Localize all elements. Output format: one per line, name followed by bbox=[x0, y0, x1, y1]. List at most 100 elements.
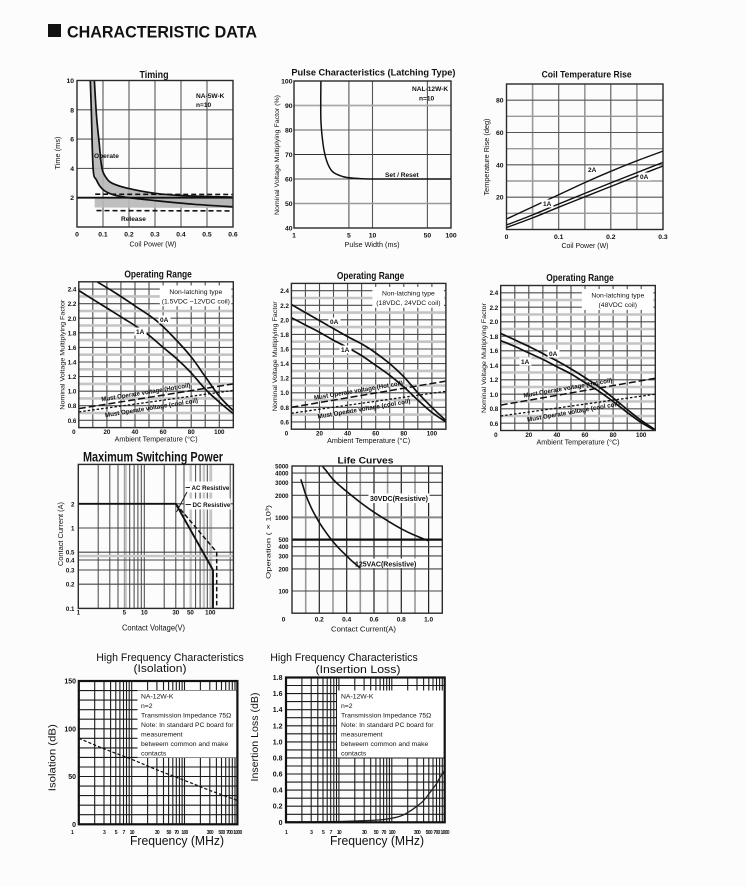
svg-text:10: 10 bbox=[337, 830, 342, 836]
svg-text:0.4: 0.4 bbox=[66, 558, 75, 565]
svg-text:Temperature Rise (deg): Temperature Rise (deg) bbox=[484, 119, 491, 196]
svg-text:0.5: 0.5 bbox=[66, 550, 75, 557]
svg-text:n=2: n=2 bbox=[341, 703, 353, 710]
svg-text:NA-12W-K: NA-12W-K bbox=[141, 694, 174, 701]
svg-text:60: 60 bbox=[496, 130, 504, 137]
svg-text:60: 60 bbox=[372, 431, 379, 438]
svg-text:Nominal Voltage Multiplying Fa: Nominal Voltage Multiplying Factor bbox=[481, 302, 488, 413]
svg-text:2.2: 2.2 bbox=[490, 305, 499, 312]
svg-text:Timing: Timing bbox=[140, 70, 169, 81]
svg-text:Frequency (MHz): Frequency (MHz) bbox=[130, 833, 224, 848]
svg-text:400: 400 bbox=[278, 545, 289, 551]
svg-text:1.4: 1.4 bbox=[273, 707, 283, 714]
svg-text:1.2: 1.2 bbox=[68, 374, 77, 381]
svg-text:100: 100 bbox=[389, 830, 396, 836]
svg-text:2.2: 2.2 bbox=[280, 303, 289, 310]
svg-text:Pulse Width (ms): Pulse Width (ms) bbox=[345, 240, 400, 249]
svg-text:0.2: 0.2 bbox=[273, 804, 283, 811]
svg-text:2: 2 bbox=[70, 195, 74, 202]
svg-text:(1.5VDC ~12VDC coil): (1.5VDC ~12VDC coil) bbox=[162, 298, 230, 305]
svg-text:Nominal Voltage Multiplying Fa: Nominal Voltage Multiplying Factor bbox=[272, 300, 279, 411]
svg-text:AC Resistive: AC Resistive bbox=[192, 485, 230, 492]
svg-text:500: 500 bbox=[426, 830, 433, 836]
svg-text:1.2: 1.2 bbox=[490, 377, 499, 384]
svg-text:500: 500 bbox=[278, 538, 289, 544]
svg-text:40: 40 bbox=[496, 162, 504, 169]
svg-text:7: 7 bbox=[330, 830, 333, 836]
svg-text:(48VDC coil): (48VDC coil) bbox=[599, 302, 638, 309]
svg-text:10: 10 bbox=[66, 78, 74, 85]
svg-text:Ambient Temperature (°C): Ambient Temperature (°C) bbox=[327, 437, 410, 445]
svg-text:Non-latching type: Non-latching type bbox=[591, 293, 644, 300]
svg-text:80: 80 bbox=[496, 98, 504, 105]
svg-text:n=10: n=10 bbox=[196, 102, 212, 109]
svg-text:2.0: 2.0 bbox=[68, 316, 77, 323]
svg-text:20: 20 bbox=[496, 195, 504, 202]
svg-text:30: 30 bbox=[155, 830, 160, 836]
svg-text:measurement: measurement bbox=[341, 732, 383, 739]
svg-text:Non-latching type: Non-latching type bbox=[169, 289, 222, 296]
svg-text:1000: 1000 bbox=[233, 830, 242, 836]
svg-text:20: 20 bbox=[525, 432, 532, 439]
svg-text:Note: In standard PC board for: Note: In standard PC board for bbox=[341, 722, 434, 729]
svg-text:700: 700 bbox=[433, 830, 440, 836]
svg-text:80: 80 bbox=[400, 431, 407, 438]
svg-text:Ambient Temperature (°C): Ambient Temperature (°C) bbox=[115, 436, 198, 444]
svg-text:1A: 1A bbox=[341, 347, 350, 354]
svg-text:125VAC(Resistive): 125VAC(Resistive) bbox=[355, 562, 416, 569]
svg-text:0: 0 bbox=[72, 822, 76, 829]
svg-text:Coil Power (W): Coil Power (W) bbox=[562, 241, 609, 250]
svg-text:70: 70 bbox=[174, 830, 179, 836]
svg-text:1000: 1000 bbox=[441, 830, 450, 836]
svg-text:0.6: 0.6 bbox=[280, 419, 289, 426]
svg-text:80: 80 bbox=[285, 128, 293, 135]
svg-text:40: 40 bbox=[132, 429, 139, 436]
svg-text:1.0: 1.0 bbox=[280, 390, 289, 397]
svg-text:1.8: 1.8 bbox=[68, 330, 77, 337]
svg-text:2000: 2000 bbox=[275, 494, 289, 500]
svg-text:1.0: 1.0 bbox=[490, 392, 499, 399]
svg-text:Note: In standard PC board for: Note: In standard PC board for bbox=[141, 722, 234, 729]
svg-text:1.4: 1.4 bbox=[68, 360, 77, 367]
svg-text:Transmission Impedance 75Ω: Transmission Impedance 75Ω bbox=[141, 713, 231, 720]
svg-text:8: 8 bbox=[70, 107, 74, 114]
svg-text:200: 200 bbox=[278, 567, 289, 573]
svg-text:0.2: 0.2 bbox=[315, 617, 324, 624]
svg-text:0.8: 0.8 bbox=[273, 755, 283, 762]
svg-text:2.4: 2.4 bbox=[280, 288, 289, 295]
svg-text:0: 0 bbox=[285, 431, 289, 438]
svg-text:1A: 1A bbox=[521, 359, 530, 366]
svg-text:2A: 2A bbox=[588, 167, 597, 174]
svg-text:betweem common and make: betweem common and make bbox=[341, 741, 428, 748]
svg-text:2.0: 2.0 bbox=[490, 319, 499, 326]
svg-text:Operating Range: Operating Range bbox=[337, 271, 405, 282]
svg-text:90: 90 bbox=[285, 103, 293, 110]
svg-text:3000: 3000 bbox=[275, 481, 289, 487]
svg-text:1: 1 bbox=[285, 830, 288, 836]
svg-text:contacts: contacts bbox=[141, 751, 167, 758]
svg-text:100: 100 bbox=[214, 429, 225, 436]
svg-text:Non-latching type: Non-latching type bbox=[382, 291, 435, 298]
svg-text:150: 150 bbox=[64, 679, 76, 686]
svg-text:5: 5 bbox=[115, 830, 118, 836]
svg-text:0.6: 0.6 bbox=[273, 772, 283, 779]
svg-text:0: 0 bbox=[75, 232, 79, 239]
svg-text:1.0: 1.0 bbox=[68, 389, 77, 396]
svg-text:0: 0 bbox=[494, 432, 498, 439]
svg-text:50: 50 bbox=[187, 610, 194, 617]
svg-text:80: 80 bbox=[188, 429, 195, 436]
svg-text:100: 100 bbox=[281, 79, 293, 86]
svg-text:1: 1 bbox=[71, 526, 75, 533]
svg-text:DC Resistive: DC Resistive bbox=[193, 502, 231, 509]
svg-text:1.8: 1.8 bbox=[273, 675, 283, 682]
svg-text:5: 5 bbox=[123, 610, 127, 617]
svg-text:40: 40 bbox=[553, 432, 560, 439]
svg-text:Coil Power (W): Coil Power (W) bbox=[130, 240, 177, 249]
svg-text:contacts: contacts bbox=[341, 751, 367, 758]
svg-text:CHARACTERISTIC DATA: CHARACTERISTIC DATA bbox=[67, 23, 257, 42]
svg-text:NA-12W-K: NA-12W-K bbox=[341, 694, 374, 701]
svg-text:(18VDC, 24VDC coil): (18VDC, 24VDC coil) bbox=[376, 300, 440, 307]
svg-text:Ambient Temperature (°C): Ambient Temperature (°C) bbox=[537, 439, 620, 447]
svg-text:0.6: 0.6 bbox=[68, 418, 77, 425]
svg-text:Operate: Operate bbox=[94, 153, 119, 160]
